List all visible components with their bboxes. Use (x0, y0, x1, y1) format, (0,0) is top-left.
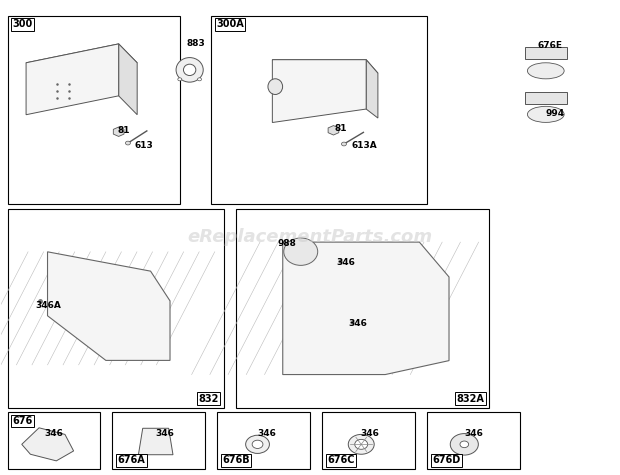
Bar (7, 209, 224, 408)
Text: 346: 346 (361, 429, 379, 438)
Ellipse shape (460, 441, 469, 447)
Ellipse shape (178, 78, 182, 81)
Ellipse shape (176, 57, 203, 82)
Bar (322, 412, 415, 469)
Text: 994: 994 (546, 109, 565, 118)
Ellipse shape (348, 435, 374, 454)
Bar (7, 16, 180, 204)
Polygon shape (48, 252, 170, 361)
Polygon shape (113, 127, 124, 136)
Bar (236, 209, 489, 408)
Text: eReplacementParts.com: eReplacementParts.com (187, 228, 433, 247)
Text: 81: 81 (335, 124, 347, 133)
Text: 676C: 676C (327, 455, 355, 465)
Polygon shape (525, 92, 567, 104)
Polygon shape (138, 428, 173, 455)
Text: 988: 988 (278, 239, 297, 248)
Text: 613: 613 (135, 141, 154, 150)
Ellipse shape (184, 64, 196, 76)
Text: 832: 832 (198, 394, 219, 404)
Polygon shape (366, 60, 378, 118)
Bar (112, 412, 205, 469)
Text: 346: 346 (348, 319, 367, 328)
Bar (211, 16, 427, 204)
Ellipse shape (268, 79, 283, 95)
Text: 676B: 676B (223, 455, 250, 465)
Text: 832A: 832A (456, 394, 484, 404)
Ellipse shape (284, 238, 317, 266)
Text: 81: 81 (117, 126, 130, 135)
Ellipse shape (342, 142, 347, 146)
Ellipse shape (252, 440, 263, 448)
Polygon shape (26, 44, 118, 115)
Text: 676E: 676E (537, 41, 562, 50)
Text: 676A: 676A (117, 455, 145, 465)
Text: 300A: 300A (216, 19, 244, 29)
Text: 346: 346 (464, 429, 483, 438)
Text: 346: 346 (257, 429, 277, 438)
Text: 346A: 346A (35, 301, 61, 310)
Polygon shape (118, 44, 137, 115)
Ellipse shape (125, 141, 130, 145)
Text: 883: 883 (187, 39, 205, 48)
Ellipse shape (528, 63, 564, 79)
Bar (218, 412, 310, 469)
Polygon shape (22, 428, 74, 461)
Text: 346: 346 (156, 429, 175, 438)
Polygon shape (272, 60, 378, 73)
Ellipse shape (198, 78, 202, 81)
Bar (7, 412, 100, 469)
Polygon shape (283, 242, 449, 375)
Polygon shape (26, 44, 137, 82)
Text: 676D: 676D (432, 455, 461, 465)
Polygon shape (328, 125, 339, 135)
Text: 346: 346 (336, 258, 355, 267)
Polygon shape (525, 47, 567, 59)
Ellipse shape (246, 435, 270, 454)
Bar (427, 412, 520, 469)
Polygon shape (272, 60, 366, 123)
Ellipse shape (450, 434, 479, 455)
Text: 300: 300 (12, 19, 33, 29)
Text: 676: 676 (12, 416, 33, 426)
Ellipse shape (528, 106, 564, 123)
Text: 346: 346 (45, 429, 63, 438)
Ellipse shape (355, 439, 368, 449)
Text: 613A: 613A (352, 141, 378, 150)
